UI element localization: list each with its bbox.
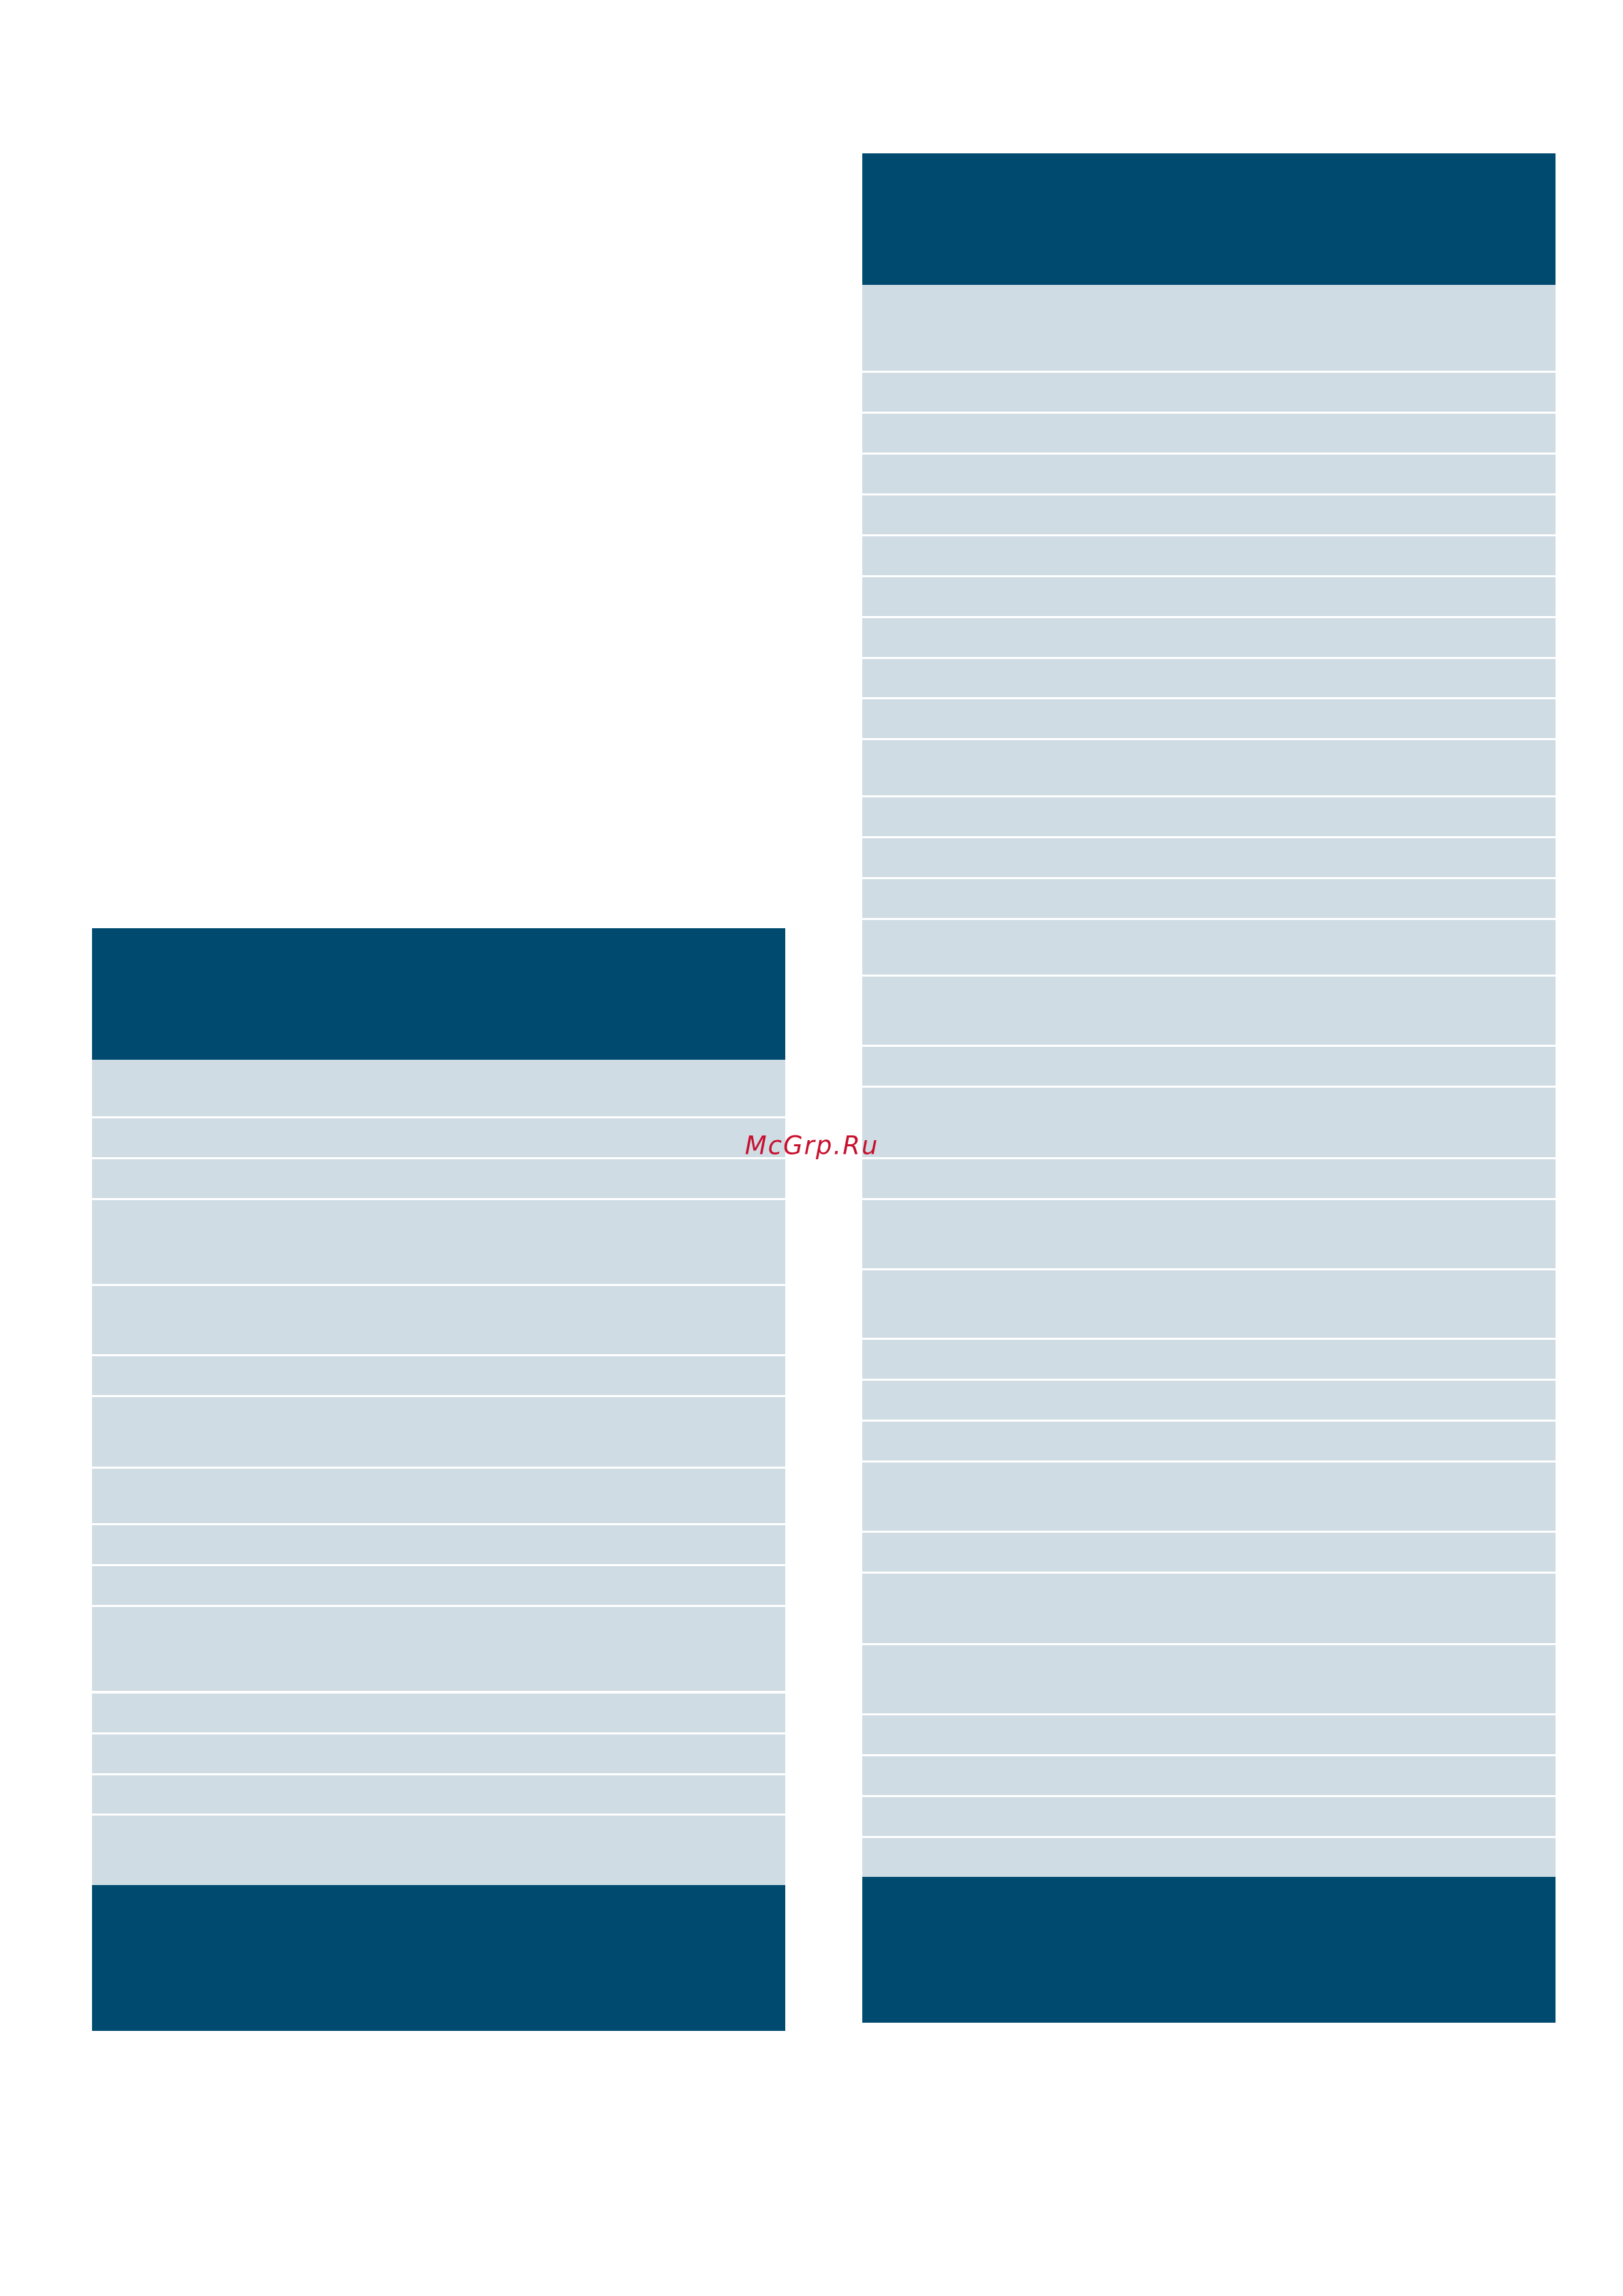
table-row — [862, 493, 1556, 534]
table-row — [92, 1116, 785, 1157]
table-row — [862, 1713, 1556, 1754]
table-row — [862, 1157, 1556, 1198]
table-row — [862, 836, 1556, 877]
table-footer — [92, 1885, 785, 2031]
table-row — [862, 1086, 1556, 1157]
table-row — [862, 453, 1556, 493]
table-row — [92, 1467, 785, 1524]
table-row — [862, 412, 1556, 453]
table-row — [862, 1460, 1556, 1531]
table-row — [92, 1813, 785, 1885]
table-row — [862, 1572, 1556, 1643]
table-header — [92, 928, 785, 1060]
table-row — [92, 1060, 785, 1117]
table-row — [862, 877, 1556, 918]
table-row — [862, 1379, 1556, 1420]
table-row — [862, 1420, 1556, 1460]
table-row — [92, 1564, 785, 1605]
table-row — [92, 1605, 785, 1691]
table-header — [862, 153, 1556, 285]
table-row — [862, 616, 1556, 657]
watermark: McGrp.Ru — [744, 1131, 879, 1161]
table-row — [862, 1643, 1556, 1713]
table-row — [92, 1198, 785, 1284]
table-row — [862, 285, 1556, 371]
table-row — [92, 1284, 785, 1354]
table-row — [862, 1198, 1556, 1268]
table-row — [862, 1045, 1556, 1086]
table-row — [92, 1157, 785, 1198]
table-row — [862, 371, 1556, 412]
table-row — [862, 697, 1556, 738]
table-row — [862, 575, 1556, 616]
table-row — [862, 534, 1556, 575]
table-row — [92, 1354, 785, 1395]
table-row — [862, 1836, 1556, 1877]
table-row — [862, 975, 1556, 1045]
table-row — [862, 1338, 1556, 1379]
table-row — [862, 1531, 1556, 1572]
table-row — [92, 1395, 785, 1467]
table-row — [862, 657, 1556, 698]
table-row — [862, 738, 1556, 795]
table-row — [862, 795, 1556, 836]
table-row — [92, 1692, 785, 1732]
table-row — [862, 1795, 1556, 1836]
table-row — [862, 918, 1556, 975]
table-row — [92, 1773, 785, 1814]
table-footer — [862, 1877, 1556, 2023]
table-row — [862, 1268, 1556, 1338]
table-row — [92, 1732, 785, 1773]
table-row — [92, 1523, 785, 1564]
table-row — [862, 1754, 1556, 1795]
